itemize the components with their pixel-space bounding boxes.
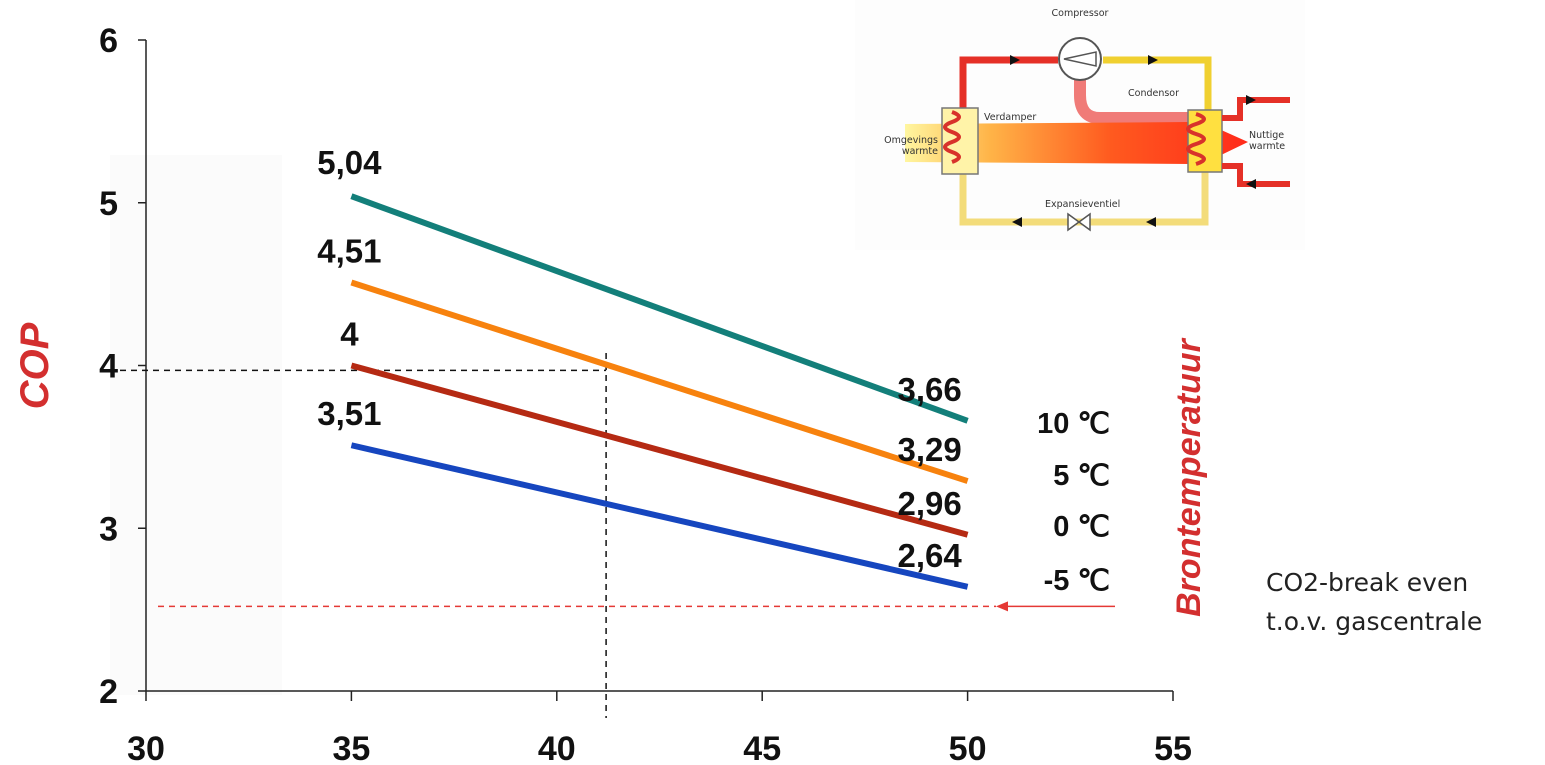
flow-arrow-icon [1146,217,1156,227]
data-label: 4,51 [317,232,381,269]
series-legend-label: 10 ℃ [1037,408,1110,440]
flow-arrow-icon [1246,95,1256,105]
compressor-symbol [1063,51,1097,67]
x-tick-label: 35 [332,730,370,765]
data-label: 3,29 [897,431,961,468]
x-tick-label: 50 [949,730,987,765]
series-legend-label: -5 ℃ [1044,565,1110,597]
flow-arrow-icon [1246,179,1256,189]
series-lines [350,193,969,590]
condensor-coil [1186,112,1206,166]
discharge-pipe [1074,80,1190,124]
break-even-note-line-2: t.o.v. gascentrale [1266,607,1483,636]
x-tick-label: 55 [1154,730,1192,765]
series-line [350,279,969,484]
data-label: 3,51 [317,395,381,432]
heat-pump-diagram: Compressor Condensor Verdamper Expansiev… [855,0,1305,250]
compressor-label: Compressor [1052,8,1109,19]
data-label: 2,64 [897,537,962,574]
data-label: 2,96 [897,485,961,522]
verdamper-label: Verdamper [984,112,1036,123]
suction-pipe [959,56,1058,108]
series-line [350,442,969,590]
expansieventiel-label: Expansieventiel [1045,199,1120,210]
y-tick-label: 5 [99,185,118,223]
nuttige-label: Nuttige [1249,130,1284,141]
x-tick-label: 45 [743,730,781,765]
break-even-arrow-icon [996,601,1008,612]
compressor-icon [1058,37,1102,81]
data-labels: 5,04 3,66 4,51 3,29 4 2,96 3,51 2,64 [317,144,962,574]
series-line [350,362,969,538]
y-tick-label: 3 [99,510,118,548]
nuttige-warmte-label: warmte [1249,141,1285,152]
flow-arrow-icon [1010,55,1020,65]
flow-arrow-icon [1148,55,1158,65]
y-tick-label: 2 [99,673,118,711]
y-tick-label: 6 [99,22,118,60]
data-label: 4 [340,316,359,353]
hot-output-pipe [1222,97,1290,121]
series-legend-label: 5 ℃ [1053,460,1110,492]
series-line [350,193,969,424]
legend-title: Brontemperatuur [1170,337,1208,616]
omgevings-label: Omgevings [884,135,938,146]
break-even-note-line-1: CO2-break even [1266,568,1469,597]
cold-return-pipe [1222,163,1290,187]
omgevings-warmte-label: warmte [902,146,938,157]
x-tick-label: 40 [538,730,576,765]
data-label: 3,66 [897,371,961,408]
evaporator-coil [943,110,961,164]
series-legend-label: 0 ℃ [1053,511,1110,543]
y-tick-label: 4 [99,348,118,386]
condensor-top-pipe [1103,56,1212,112]
data-label: 5,04 [317,144,382,181]
x-tick-label: 30 [127,730,165,765]
y-axis-label: COP [13,322,57,409]
heat-flow-arrow [905,116,1248,170]
series-legend: 10 ℃ 5 ℃ 0 ℃ -5 ℃ [1037,408,1110,597]
flow-arrow-icon [1012,217,1022,227]
break-even-note: CO2-break even t.o.v. gascentrale [1266,563,1545,641]
condensor-label: Condensor [1128,88,1179,99]
plot-panel [110,155,282,695]
expansion-valve-icon [1067,212,1091,232]
